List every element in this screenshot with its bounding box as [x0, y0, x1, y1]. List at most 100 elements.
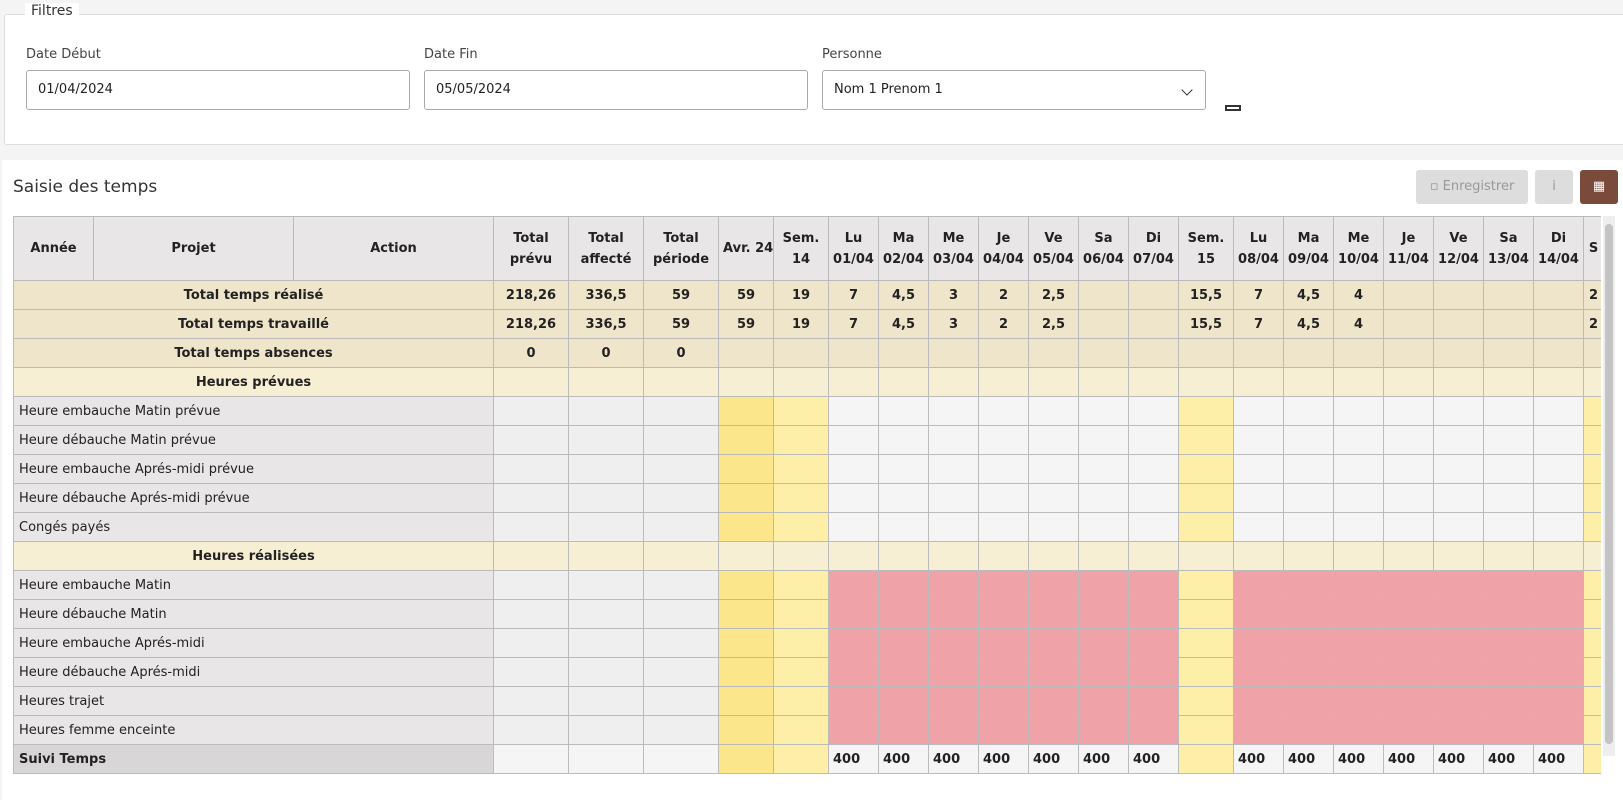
cell: 400: [1483, 744, 1534, 774]
cell: [828, 628, 879, 658]
date-input[interactable]: 01/04/2024: [26, 70, 410, 110]
cell: 0: [568, 338, 644, 368]
row-label: Total temps absences: [13, 338, 494, 368]
cell: [718, 483, 774, 513]
cell: [1078, 367, 1129, 397]
cell: [1078, 338, 1129, 368]
cell: [1433, 396, 1484, 426]
cell: [928, 367, 979, 397]
cell: [1583, 744, 1601, 774]
save-button[interactable]: ▫ Enregistrer: [1416, 170, 1528, 204]
cell: 4,5: [878, 280, 929, 310]
cell: [1128, 483, 1179, 513]
cell: [1433, 541, 1484, 571]
cell: [978, 686, 1029, 716]
cell: [1233, 657, 1284, 687]
cell: [978, 483, 1029, 513]
cell: [1233, 599, 1284, 629]
cell: [1233, 541, 1284, 571]
cell: [1583, 541, 1601, 571]
header-cell: Je 11/04: [1383, 216, 1434, 281]
cell: [643, 744, 719, 774]
header-cell: Avr. 24: [718, 216, 774, 281]
cell: [1583, 512, 1601, 542]
detail-row: Heure embauche Aprés-midi prévue: [13, 454, 1601, 484]
cell: [1028, 541, 1079, 571]
header-text: 09/04: [1288, 251, 1329, 267]
cell: [1433, 599, 1484, 629]
cell: [1128, 657, 1179, 687]
cell: [1283, 541, 1334, 571]
cell: [978, 367, 1029, 397]
cell: [568, 425, 644, 455]
cell: 400: [1333, 744, 1384, 774]
row-label: Heure débauche Aprés-midi: [13, 657, 494, 687]
cell: [1078, 454, 1129, 484]
cell: 2,5: [1028, 280, 1079, 310]
grid-button[interactable]: ▦: [1580, 170, 1618, 204]
cell: [1233, 483, 1284, 513]
cell: [643, 686, 719, 716]
cell: [1533, 309, 1584, 339]
header-text: Je: [996, 230, 1011, 246]
cell: [978, 715, 1029, 745]
cell: [773, 570, 829, 600]
select[interactable]: Nom 1 Prenom 1: [822, 70, 1206, 110]
cell: [928, 454, 979, 484]
cell: [1178, 628, 1234, 658]
cell: [1383, 280, 1434, 310]
cell: [1128, 338, 1179, 368]
cell: [1533, 657, 1584, 687]
date-input[interactable]: 05/05/2024: [424, 70, 808, 110]
cell: 15,5: [1178, 309, 1234, 339]
cell: [1483, 541, 1534, 571]
cell: [1283, 628, 1334, 658]
cell: [878, 396, 929, 426]
header-text: Total: [588, 230, 624, 246]
cell: [773, 686, 829, 716]
cell: [773, 715, 829, 745]
cell: [1233, 425, 1284, 455]
cell: [1028, 570, 1079, 600]
cell: [1383, 628, 1434, 658]
cell: [643, 512, 719, 542]
cell: [1028, 338, 1079, 368]
header-text: Me: [1347, 230, 1370, 246]
cell: [773, 657, 829, 687]
cell: [643, 570, 719, 600]
cell: [1078, 425, 1129, 455]
cell: 7: [828, 309, 879, 339]
header-cell: Me 03/04: [928, 216, 979, 281]
cell: [1233, 367, 1284, 397]
cell: [878, 483, 929, 513]
cell: 400: [1233, 744, 1284, 774]
header-cell: Sem. 15: [1178, 216, 1234, 281]
cell: [928, 396, 979, 426]
cell: [643, 599, 719, 629]
filters: Filtres Date Début 01/04/2024 Date Fin 05/…: [4, 3, 1623, 145]
cell: [878, 628, 929, 658]
scrollbar[interactable]: [1603, 216, 1615, 756]
row-label: Total temps réalisé: [13, 280, 494, 310]
cell: [1178, 744, 1234, 774]
header-text: Ve: [1044, 230, 1063, 246]
cell: [1128, 570, 1179, 600]
cell: [1433, 338, 1484, 368]
cell: [878, 425, 929, 455]
small-button[interactable]: [1225, 105, 1241, 111]
header-text: 11/04: [1388, 251, 1429, 267]
cell: [1483, 657, 1534, 687]
info-button[interactable]: i: [1535, 170, 1573, 204]
cell: [718, 541, 774, 571]
header-text: Je: [1401, 230, 1416, 246]
header-cell: Ma 09/04: [1283, 216, 1334, 281]
cell: [1178, 512, 1234, 542]
cell: 0: [493, 338, 569, 368]
cell: [718, 744, 774, 774]
cell: [718, 686, 774, 716]
cell: [1483, 396, 1534, 426]
cell: [1283, 367, 1334, 397]
header-text: Sem.: [1187, 230, 1225, 246]
row-label: Total temps travaillé: [13, 309, 494, 339]
